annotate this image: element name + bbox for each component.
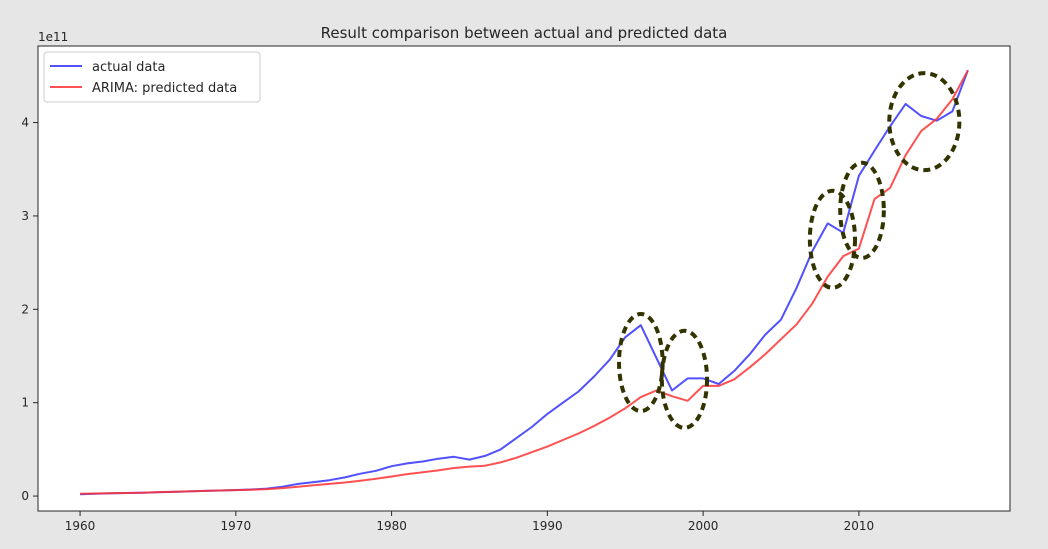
- highlight-ellipse: [807, 188, 858, 290]
- plot-area: [37, 45, 1011, 512]
- x-axis: 1960 1970 1980 1990 2000 2010: [65, 511, 874, 533]
- highlight-ellipse: [887, 71, 962, 173]
- legend-label-actual: actual data: [92, 60, 165, 75]
- y-axis: 0 1 2 3 4: [21, 116, 38, 503]
- x-tick-label: 1970: [221, 519, 252, 533]
- x-tick-label: 1990: [532, 519, 563, 533]
- x-tick-label: 1980: [376, 519, 407, 533]
- y-axis-offset-label: 1e11: [38, 30, 68, 44]
- series-group: [80, 69, 969, 496]
- y-tick-label: 1: [21, 396, 29, 410]
- y-tick-label: 0: [21, 489, 29, 503]
- legend-label-predicted: ARIMA: predicted data: [92, 81, 237, 96]
- y-tick-label: 4: [21, 116, 29, 130]
- legend-box: [43, 51, 261, 103]
- chart-title: Result comparison between actual and pre…: [321, 24, 728, 42]
- y-tick-label: 3: [21, 209, 29, 223]
- highlight-annotations: [617, 71, 962, 430]
- x-tick-label: 2010: [844, 519, 875, 533]
- legend: actual data ARIMA: predicted data: [43, 51, 261, 103]
- y-tick-label: 2: [21, 302, 29, 316]
- predicted-data-line: [80, 69, 969, 495]
- x-tick-label: 1960: [65, 519, 96, 533]
- x-tick-label: 2000: [688, 519, 719, 533]
- highlight-ellipse: [838, 160, 886, 260]
- highlight-ellipse: [659, 328, 710, 430]
- highlight-ellipse: [617, 311, 665, 414]
